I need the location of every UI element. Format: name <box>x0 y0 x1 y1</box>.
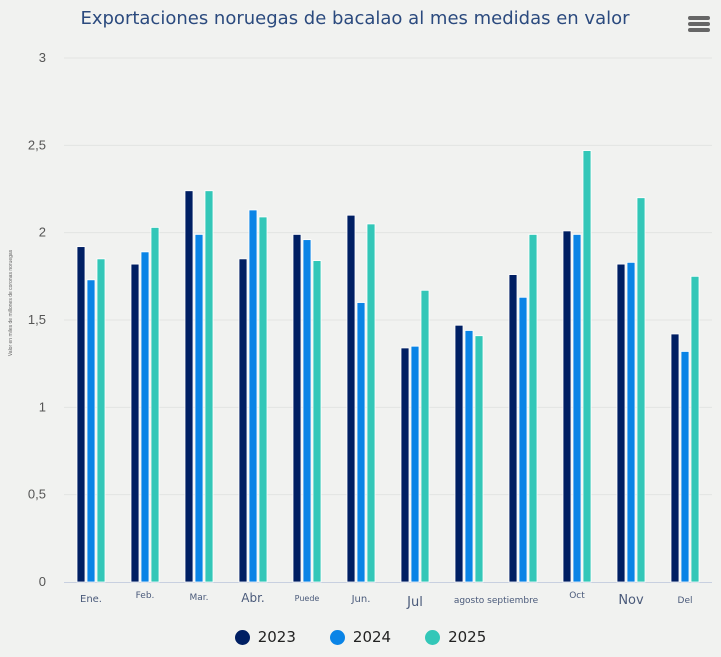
x-tick-label: Jul <box>406 595 423 610</box>
bar-2024-10[interactable] <box>626 261 636 583</box>
legend-label: 2025 <box>448 628 487 646</box>
x-tick-label: Feb. <box>136 591 155 601</box>
bar-2024-11[interactable] <box>680 351 690 583</box>
legend-item-2025[interactable]: 2025 <box>425 628 486 646</box>
y-tick-label: 0 <box>39 574 46 589</box>
bar-2024-8[interactable] <box>518 296 528 583</box>
bar-2023-9[interactable] <box>562 230 572 583</box>
hamburger-menu-icon[interactable] <box>688 16 710 36</box>
chart-plot: 0 0,5 1 1,5 2 2,5 3 Valor en miles de millones … <box>8 50 712 610</box>
x-tick-label: Puede <box>295 594 320 603</box>
legend-label: 2024 <box>352 628 392 646</box>
bar-2024-9[interactable] <box>572 234 582 583</box>
x-tick-label: agosto septiembre <box>454 596 539 606</box>
bar-2023-0[interactable] <box>76 246 86 583</box>
y-tick-label: 3 <box>39 50 46 65</box>
x-tick-label: Del <box>678 596 693 606</box>
bar-2024-1[interactable] <box>140 251 150 583</box>
legend-dot-icon <box>234 629 250 645</box>
legend-dot-icon <box>329 629 345 645</box>
bar-2025-11[interactable] <box>690 275 700 583</box>
legend-item-2024[interactable]: 2024 <box>329 628 392 646</box>
x-tick-label: Mar. <box>189 593 208 603</box>
bar-2023-7[interactable] <box>454 324 464 583</box>
chart-title: Exportaciones noruegas de bacalao al mes… <box>80 8 630 29</box>
bar-2023-4[interactable] <box>292 234 302 583</box>
x-tick-label: Abr. <box>241 591 264 605</box>
bar-2023-3[interactable] <box>238 258 248 583</box>
bar-2025-9[interactable] <box>582 150 592 583</box>
bar-2025-6[interactable] <box>420 289 430 583</box>
legend: 2023 2024 2025 <box>0 628 721 646</box>
bar-2023-11[interactable] <box>670 333 680 583</box>
bar-2023-6[interactable] <box>400 347 410 583</box>
bar-2023-5[interactable] <box>346 214 356 583</box>
y-axis-label: Valor en miles de millones de coronas no… <box>8 249 14 356</box>
y-tick-label: 2,5 <box>28 137 46 152</box>
bar-2025-10[interactable] <box>636 197 646 583</box>
bar-2025-5[interactable] <box>366 223 376 583</box>
bar-2023-2[interactable] <box>184 190 194 583</box>
y-tick-label: 0,5 <box>28 487 46 502</box>
bar-2024-7[interactable] <box>464 330 474 583</box>
bar-2024-0[interactable] <box>86 279 96 583</box>
y-tick-label: 1,5 <box>28 312 46 327</box>
bar-2023-10[interactable] <box>616 263 626 583</box>
x-tick-label: Oct <box>569 591 585 601</box>
x-tick-label: Jun. <box>351 594 371 605</box>
bar-2024-5[interactable] <box>356 302 366 583</box>
bar-2025-1[interactable] <box>150 227 160 583</box>
bar-2024-6[interactable] <box>410 345 420 583</box>
x-tick-label: Nov <box>618 593 644 608</box>
legend-label: 2023 <box>257 628 296 646</box>
bar-2023-1[interactable] <box>130 263 140 583</box>
bar-2023-8[interactable] <box>508 274 518 583</box>
legend-item-2023[interactable]: 2023 <box>234 628 296 646</box>
bar-2025-0[interactable] <box>96 258 106 583</box>
bar-2024-3[interactable] <box>248 209 258 583</box>
bar-2025-7[interactable] <box>474 335 484 583</box>
x-tick-label: Ene. <box>80 594 102 605</box>
bar-2025-8[interactable] <box>528 234 538 583</box>
bar-2025-2[interactable] <box>204 190 214 583</box>
bar-2024-2[interactable] <box>194 234 204 583</box>
bar-2025-4[interactable] <box>312 260 322 583</box>
legend-dot-icon <box>425 629 441 645</box>
y-tick-label: 2 <box>39 225 46 240</box>
bar-2025-3[interactable] <box>258 216 268 583</box>
y-tick-label: 1 <box>39 399 46 414</box>
bar-2024-4[interactable] <box>302 239 312 583</box>
